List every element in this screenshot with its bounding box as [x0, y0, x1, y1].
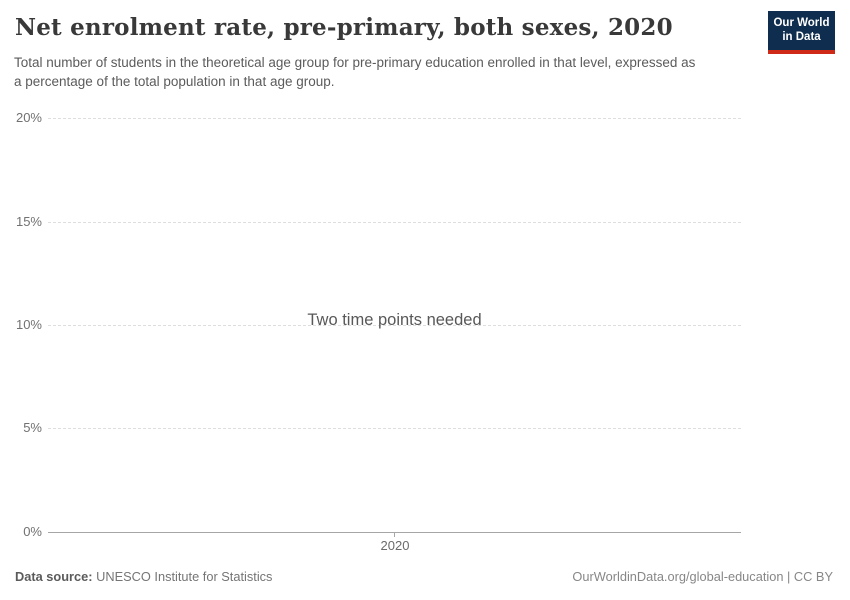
gridline — [48, 222, 741, 223]
gridline — [48, 428, 741, 429]
owid-logo-line1: Our World — [773, 17, 830, 29]
y-axis-tick-label: 20% — [15, 110, 42, 125]
x-axis-tick-mark — [394, 532, 395, 537]
gridline — [48, 118, 741, 119]
y-axis-tick-label: 5% — [23, 420, 42, 435]
data-source-label: Data source: — [15, 569, 93, 584]
no-data-message: Two time points needed — [307, 311, 482, 329]
owid-logo-line2: in Data — [782, 31, 821, 43]
data-source-note: Data source: UNESCO Institute for Statis… — [15, 569, 272, 584]
attribution-link[interactable]: OurWorldinData.org/global-education | CC… — [572, 569, 833, 584]
chart-title: Net enrolment rate, pre-primary, both se… — [15, 14, 673, 41]
x-axis-tick-label: 2020 — [380, 538, 410, 553]
chart-subtitle: Total number of students in the theoreti… — [14, 55, 696, 90]
data-source-value: UNESCO Institute for Statistics — [96, 569, 273, 584]
y-axis-tick-label: 10% — [15, 317, 42, 332]
owid-logo[interactable]: Our World in Data — [768, 11, 835, 54]
y-axis-tick-label: 0% — [23, 524, 42, 539]
gridline — [48, 325, 741, 326]
y-axis-tick-label: 15% — [15, 214, 42, 229]
